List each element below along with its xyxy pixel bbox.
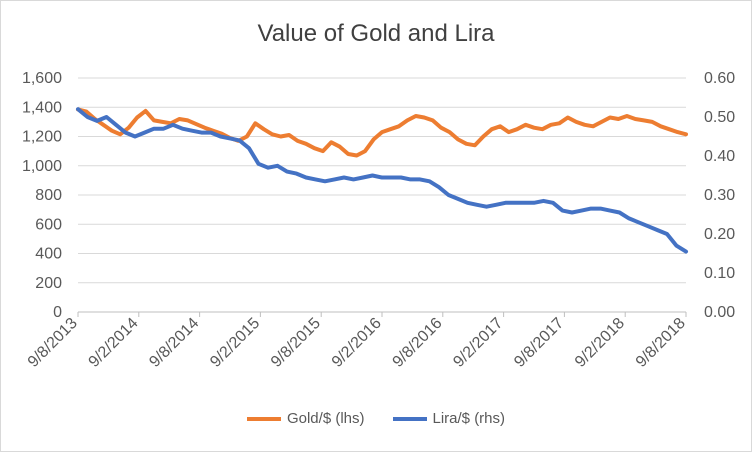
x-tick-labels: 9/8/2013 9/2/2014 9/8/2014 9/2/2015 9/8/2015… — [25, 315, 689, 371]
legend-label-lira: Lira/$ (rhs) — [432, 410, 506, 427]
chart-title: Value of Gold and Lira — [257, 20, 495, 47]
y-left-tick-labels: 0 200 400 600 800 1,000 1,200 1,400 1,600 — [22, 70, 62, 321]
x-tick: 9/8/2013 — [25, 315, 81, 371]
y-right-tick: 0.60 — [704, 70, 735, 87]
y-left-tick: 1,600 — [22, 70, 62, 87]
legend-item-gold: Gold/$ (lhs) — [246, 410, 365, 427]
y-right-tick: 0.30 — [704, 187, 735, 204]
y-right-tick-labels: 0.00 0.10 0.20 0.30 0.40 0.50 0.60 — [704, 70, 735, 321]
x-tick: 9/2/2015 — [207, 315, 263, 371]
legend-swatch-gold — [246, 416, 281, 421]
y-left-tick: 200 — [35, 275, 62, 292]
y-left-tick: 0 — [53, 304, 62, 321]
y-right-tick: 0.10 — [704, 265, 735, 282]
y-left-tick: 400 — [35, 246, 62, 263]
y-left-tick: 1,200 — [22, 129, 62, 146]
x-tick: 9/8/2016 — [390, 315, 446, 371]
x-tick: 9/2/2017 — [450, 315, 506, 371]
y-right-tick: 0.50 — [704, 109, 735, 126]
legend-swatch-lira — [392, 416, 427, 421]
x-tick: 9/2/2016 — [329, 315, 385, 371]
x-tick: 9/8/2018 — [633, 315, 689, 371]
y-right-tick: 0.20 — [704, 226, 735, 243]
series-lines — [76, 107, 688, 254]
y-right-tick: 0.00 — [704, 304, 735, 321]
series-line-lira — [76, 107, 688, 254]
y-right-tick: 0.40 — [704, 148, 735, 165]
x-tick: 9/8/2015 — [268, 315, 324, 371]
series-line-gold — [76, 107, 688, 158]
legend-label-gold: Gold/$ (lhs) — [286, 410, 365, 427]
y-left-tick: 800 — [35, 187, 62, 204]
y-left-tick: 600 — [35, 216, 62, 233]
x-tick: 9/8/2014 — [146, 315, 202, 371]
x-tick: 9/2/2014 — [86, 315, 142, 371]
y-left-tick: 1,000 — [22, 158, 62, 175]
x-tick: 9/8/2017 — [511, 315, 567, 371]
legend-item-lira: Lira/$ (rhs) — [392, 410, 506, 427]
legend: Gold/$ (lhs) Lira/$ (rhs) — [0, 410, 752, 427]
grid-lines — [77, 77, 687, 317]
y-left-tick: 1,400 — [22, 99, 62, 116]
x-tick: 9/2/2018 — [572, 315, 628, 371]
